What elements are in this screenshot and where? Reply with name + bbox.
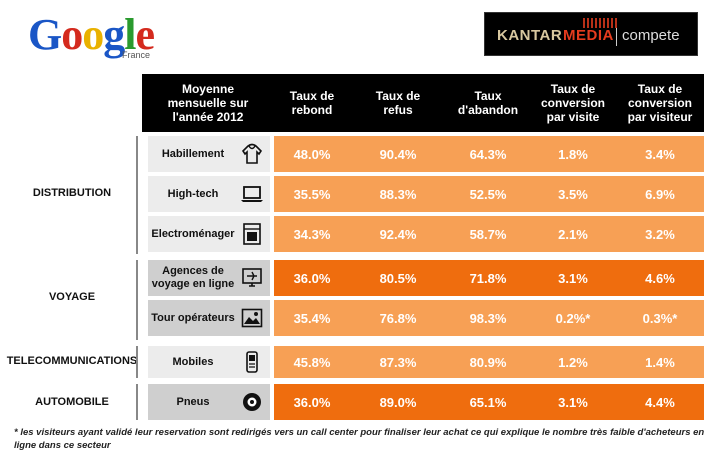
table-cell: 35.5%	[274, 176, 350, 212]
table-cell: 3.1%	[530, 384, 616, 420]
row-label-cell: Agences de voyage en ligne	[148, 260, 270, 296]
table-cell: 98.3%	[446, 300, 530, 336]
table-cell: 3.5%	[530, 176, 616, 212]
mobile-phone-icon	[240, 350, 264, 374]
google-logo-letter: g	[103, 10, 125, 59]
row-label: Habillement	[161, 147, 225, 160]
table-cell: 0.3%*	[616, 300, 704, 336]
row-label: Agences de voyage en ligne	[151, 265, 235, 290]
table-cell: 1.8%	[530, 136, 616, 172]
table-cell: 87.3%	[350, 346, 446, 378]
table-cell: 88.3%	[350, 176, 446, 212]
group-label-automobile: AUTOMOBILE	[35, 396, 109, 408]
table-cell: 34.3%	[274, 216, 350, 252]
table-cell: 3.2%	[616, 216, 704, 252]
row-label-cell: Habillement	[148, 136, 270, 172]
row-label: Tour opérateurs	[151, 311, 235, 324]
group-label-distribution: DISTRIBUTION	[32, 187, 112, 199]
table-cell: 65.1%	[446, 384, 530, 420]
column-header: Taux d'abandon	[446, 74, 530, 132]
google-logo-subtitle: France	[122, 50, 151, 60]
footnote: * les visiteurs ayant validé leur reserv…	[14, 427, 705, 451]
table-cell: 89.0%	[350, 384, 446, 420]
kantar-media-logo-text: MEDIA	[563, 27, 614, 44]
row-label: Pneus	[176, 395, 210, 408]
row-label-cell: Tour opérateurs	[148, 300, 270, 336]
column-header: Taux de rebond	[274, 74, 350, 132]
kantar-compete-logo: KANTAR MEDIA compete	[484, 12, 698, 56]
table-cell: 71.8%	[446, 260, 530, 296]
google-logo-letter: o	[61, 10, 83, 59]
table-cell: 58.7%	[446, 216, 530, 252]
logo-separator	[616, 28, 617, 46]
tire-icon	[240, 390, 264, 414]
table-cell: 36.0%	[274, 260, 350, 296]
table-cell: 80.5%	[350, 260, 446, 296]
table-cell: 45.8%	[274, 346, 350, 378]
table-cell: 2.1%	[530, 216, 616, 252]
google-logo-letter: o	[82, 10, 104, 59]
hoodie-icon	[240, 142, 264, 166]
group-divider	[136, 260, 138, 340]
row-header-cell: Moyenne mensuelle sur l'année 2012	[142, 74, 274, 132]
table-cell: 48.0%	[274, 136, 350, 172]
table-cell: 35.4%	[274, 300, 350, 336]
row-label-cell: Electroménager	[148, 216, 270, 252]
row-label-cell: High-tech	[148, 176, 270, 212]
row-label: High-tech	[167, 187, 219, 200]
table-cell: 1.4%	[616, 346, 704, 378]
laptop-icon	[240, 182, 264, 206]
kantar-logo-text: KANTAR	[497, 27, 563, 44]
kantar-logo-texture	[583, 18, 619, 28]
google-logo: Google	[28, 10, 155, 59]
table-cell: 6.9%	[616, 176, 704, 212]
row-label: Electroménager	[151, 227, 235, 240]
group-divider	[136, 346, 138, 378]
oven-icon	[240, 222, 264, 246]
google-logo-letter: e	[135, 10, 155, 59]
table-cell: 92.4%	[350, 216, 446, 252]
table-cell: 1.2%	[530, 346, 616, 378]
group-label-telecommunications: TELECOMMUNICATIONS	[6, 355, 138, 367]
row-label-cell: Mobiles	[148, 346, 270, 378]
table-cell: 64.3%	[446, 136, 530, 172]
table-cell: 4.6%	[616, 260, 704, 296]
table-cell: 52.5%	[446, 176, 530, 212]
group-divider	[136, 384, 138, 420]
table-cell: 80.9%	[446, 346, 530, 378]
column-header: Taux de conversion par visite	[530, 74, 616, 132]
table-cell: 76.8%	[350, 300, 446, 336]
table-cell: 0.2%*	[530, 300, 616, 336]
table-cell: 36.0%	[274, 384, 350, 420]
google-logo-letter: l	[124, 10, 136, 59]
plane-screen-icon	[240, 266, 264, 290]
table-cell: 90.4%	[350, 136, 446, 172]
group-divider	[136, 136, 138, 254]
table-cell: 3.1%	[530, 260, 616, 296]
column-header: Taux de refus	[350, 74, 446, 132]
row-label: Mobiles	[172, 355, 214, 368]
table-cell: 4.4%	[616, 384, 704, 420]
landscape-icon	[240, 306, 264, 330]
google-logo-letter: G	[28, 10, 62, 59]
row-label-cell: Pneus	[148, 384, 270, 420]
compete-logo-text: compete	[622, 27, 680, 44]
column-header: Taux de conversion par visiteur	[616, 74, 704, 132]
group-label-voyage: VOYAGE	[48, 291, 96, 303]
table-cell: 3.4%	[616, 136, 704, 172]
